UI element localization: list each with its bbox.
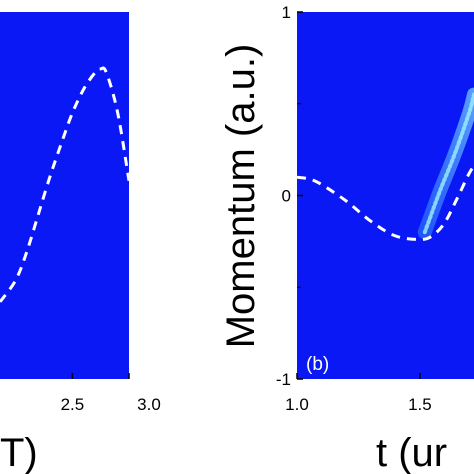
panel-b-x-axis-title: t (ur	[376, 431, 447, 474]
panel-a-plot-area	[0, 12, 129, 379]
panel-a: 2.5 3.0 T)	[0, 12, 161, 474]
panel-a-x-ticks: 2.5 3.0	[61, 373, 161, 414]
panel-b-bright-band-core	[422, 92, 474, 235]
panel-a-x-tick-label: 2.5	[61, 395, 85, 414]
panel-b-x-tick-label: 1.0	[285, 395, 309, 414]
panel-b-x-ticks: 1.0 1.5	[285, 373, 432, 414]
panel-b-dashed-curve	[296, 165, 474, 242]
panel-b-y-axis-title: Momentum (a.u.)	[219, 44, 263, 349]
panel-b-label: (b)	[306, 354, 329, 375]
panel-b-y-tick-label: 0	[282, 187, 291, 206]
panel-a-x-tick-label: 3.0	[137, 395, 161, 414]
panel-b-y-ticks: 1 0 -1	[276, 3, 303, 389]
panel-b-y-tick-label: -1	[276, 370, 291, 389]
panel-b-plot-area	[297, 12, 474, 379]
panel-a-x-axis-title: T)	[0, 431, 38, 474]
panel-b: (b) 1 0 -1 1.0 1.5 Momentum (a.u.) t (ur	[219, 3, 474, 474]
panel-b-y-tick-label: 1	[282, 3, 291, 22]
panel-b-bright-band	[417, 87, 474, 240]
panel-b-x-tick-label: 1.5	[408, 395, 432, 414]
